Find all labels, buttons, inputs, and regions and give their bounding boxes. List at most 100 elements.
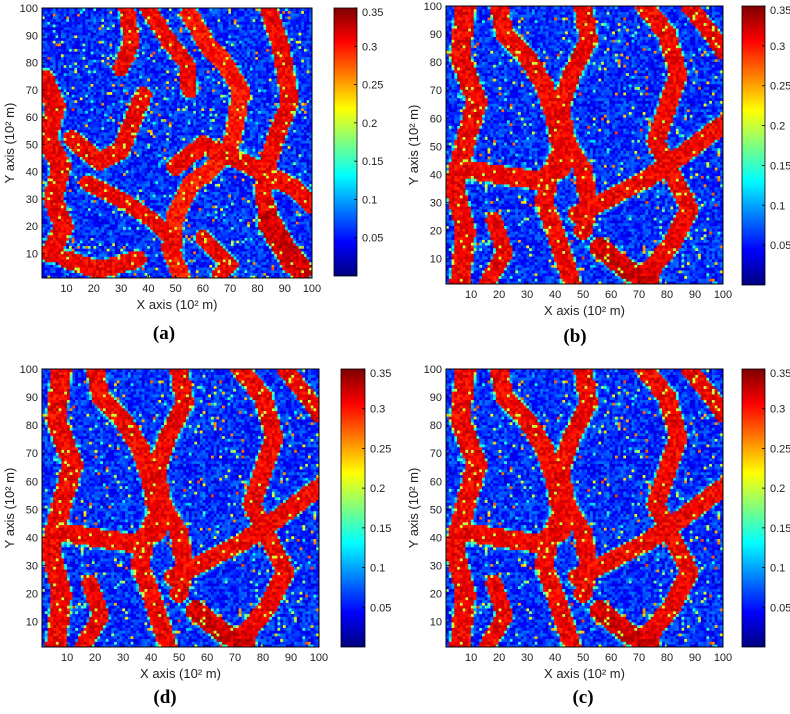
heatmap-cell bbox=[196, 229, 199, 232]
heatmap-cell bbox=[137, 197, 140, 200]
heatmap-cell bbox=[145, 235, 148, 238]
heatmap-cell bbox=[236, 232, 239, 235]
heatmap-cell bbox=[166, 265, 169, 268]
heatmap-cell bbox=[128, 211, 131, 214]
heatmap-cell bbox=[258, 254, 261, 257]
heatmap-cell bbox=[85, 216, 88, 219]
heatmap-cell bbox=[126, 219, 129, 222]
heatmap-cell bbox=[261, 248, 264, 251]
heatmap-cell bbox=[88, 211, 91, 214]
heatmap-cell bbox=[180, 267, 183, 270]
heatmap-cell bbox=[215, 270, 218, 273]
heatmap-cell bbox=[209, 227, 212, 230]
heatmap-cell bbox=[301, 202, 304, 205]
heatmap-cell bbox=[139, 243, 142, 246]
heatmap-cell bbox=[58, 216, 61, 219]
heatmap-cell bbox=[191, 200, 194, 203]
heatmap-cell bbox=[88, 194, 91, 197]
heatmap-cell bbox=[147, 197, 150, 200]
heatmap-cell bbox=[74, 184, 77, 187]
heatmap-cell bbox=[169, 229, 172, 232]
heatmap-cell bbox=[64, 246, 67, 249]
heatmap-cell bbox=[182, 256, 185, 259]
heatmap-cell bbox=[50, 262, 53, 265]
heatmap-cell bbox=[45, 219, 48, 222]
heatmap-cell bbox=[258, 194, 261, 197]
heatmap-cell bbox=[196, 246, 199, 249]
heatmap-cell bbox=[250, 184, 253, 187]
heatmap-cell bbox=[242, 213, 245, 216]
heatmap-cell bbox=[218, 194, 221, 197]
heatmap-cell bbox=[196, 224, 199, 227]
heatmap-cell bbox=[293, 200, 296, 203]
heatmap-cell bbox=[145, 213, 148, 216]
heatmap-cell bbox=[64, 221, 67, 224]
heatmap-cell bbox=[99, 259, 102, 262]
heatmap-cell bbox=[110, 270, 113, 273]
heatmap-cell bbox=[285, 267, 288, 270]
heatmap-cell bbox=[193, 251, 196, 254]
heatmap-cell bbox=[74, 202, 77, 205]
heatmap-cell bbox=[266, 238, 269, 241]
heatmap-cell bbox=[153, 238, 156, 241]
heatmap-cell bbox=[223, 262, 226, 265]
heatmap-cell bbox=[220, 189, 223, 192]
heatmap-cell bbox=[258, 202, 261, 205]
heatmap-cell bbox=[236, 200, 239, 203]
heatmap-cell bbox=[58, 219, 61, 222]
heatmap-cell bbox=[188, 273, 191, 276]
heatmap-cell bbox=[253, 238, 256, 241]
heatmap-cell bbox=[290, 265, 293, 268]
heatmap-cell bbox=[69, 221, 72, 224]
heatmap-cell bbox=[166, 246, 169, 249]
heatmap-cell bbox=[155, 256, 158, 259]
heatmap-cell bbox=[247, 184, 250, 187]
heatmap-cell bbox=[234, 224, 237, 227]
heatmap-cell bbox=[293, 213, 296, 216]
heatmap-cell bbox=[85, 205, 88, 208]
heatmap-cell bbox=[272, 240, 275, 243]
heatmap-cell bbox=[266, 240, 269, 243]
heatmap-cell bbox=[169, 186, 172, 189]
heatmap-cell bbox=[196, 235, 199, 238]
heatmap-cell bbox=[61, 192, 64, 195]
heatmap-cell bbox=[255, 229, 258, 232]
heatmap-cell bbox=[101, 200, 104, 203]
heatmap-cell bbox=[134, 232, 137, 235]
heatmap-cell bbox=[150, 238, 153, 241]
heatmap-cell bbox=[220, 273, 223, 276]
heatmap-cell bbox=[45, 240, 48, 243]
heatmap-cell bbox=[112, 273, 115, 276]
heatmap-cell bbox=[272, 238, 275, 241]
heatmap-cell bbox=[209, 178, 212, 181]
heatmap-cell bbox=[50, 194, 53, 197]
heatmap-cell bbox=[196, 259, 199, 262]
heatmap-cell bbox=[242, 211, 245, 214]
heatmap-cell bbox=[110, 181, 113, 184]
heatmap-cell bbox=[263, 251, 266, 254]
heatmap-cell bbox=[107, 238, 110, 241]
heatmap-cell bbox=[147, 181, 150, 184]
heatmap-cell bbox=[104, 238, 107, 241]
heatmap-cell bbox=[228, 178, 231, 181]
heatmap-cell bbox=[47, 219, 50, 222]
heatmap-cell bbox=[261, 262, 264, 265]
heatmap-cell bbox=[66, 235, 69, 238]
heatmap-cell bbox=[91, 259, 94, 262]
heatmap-cell bbox=[177, 267, 180, 270]
heatmap-cell bbox=[180, 227, 183, 230]
heatmap-cell bbox=[274, 251, 277, 254]
heatmap-cell bbox=[134, 259, 137, 262]
heatmap-cell bbox=[250, 227, 253, 230]
heatmap-cell bbox=[223, 243, 226, 246]
heatmap-cell bbox=[47, 197, 50, 200]
heatmap-cell bbox=[66, 246, 69, 249]
heatmap-cell bbox=[74, 229, 77, 232]
heatmap-cell bbox=[180, 256, 183, 259]
heatmap-cell bbox=[188, 238, 191, 241]
heatmap-cell bbox=[172, 219, 175, 222]
heatmap-cell bbox=[290, 205, 293, 208]
heatmap-cell bbox=[83, 246, 86, 249]
heatmap-cell bbox=[77, 216, 80, 219]
heatmap-cell bbox=[172, 251, 175, 254]
